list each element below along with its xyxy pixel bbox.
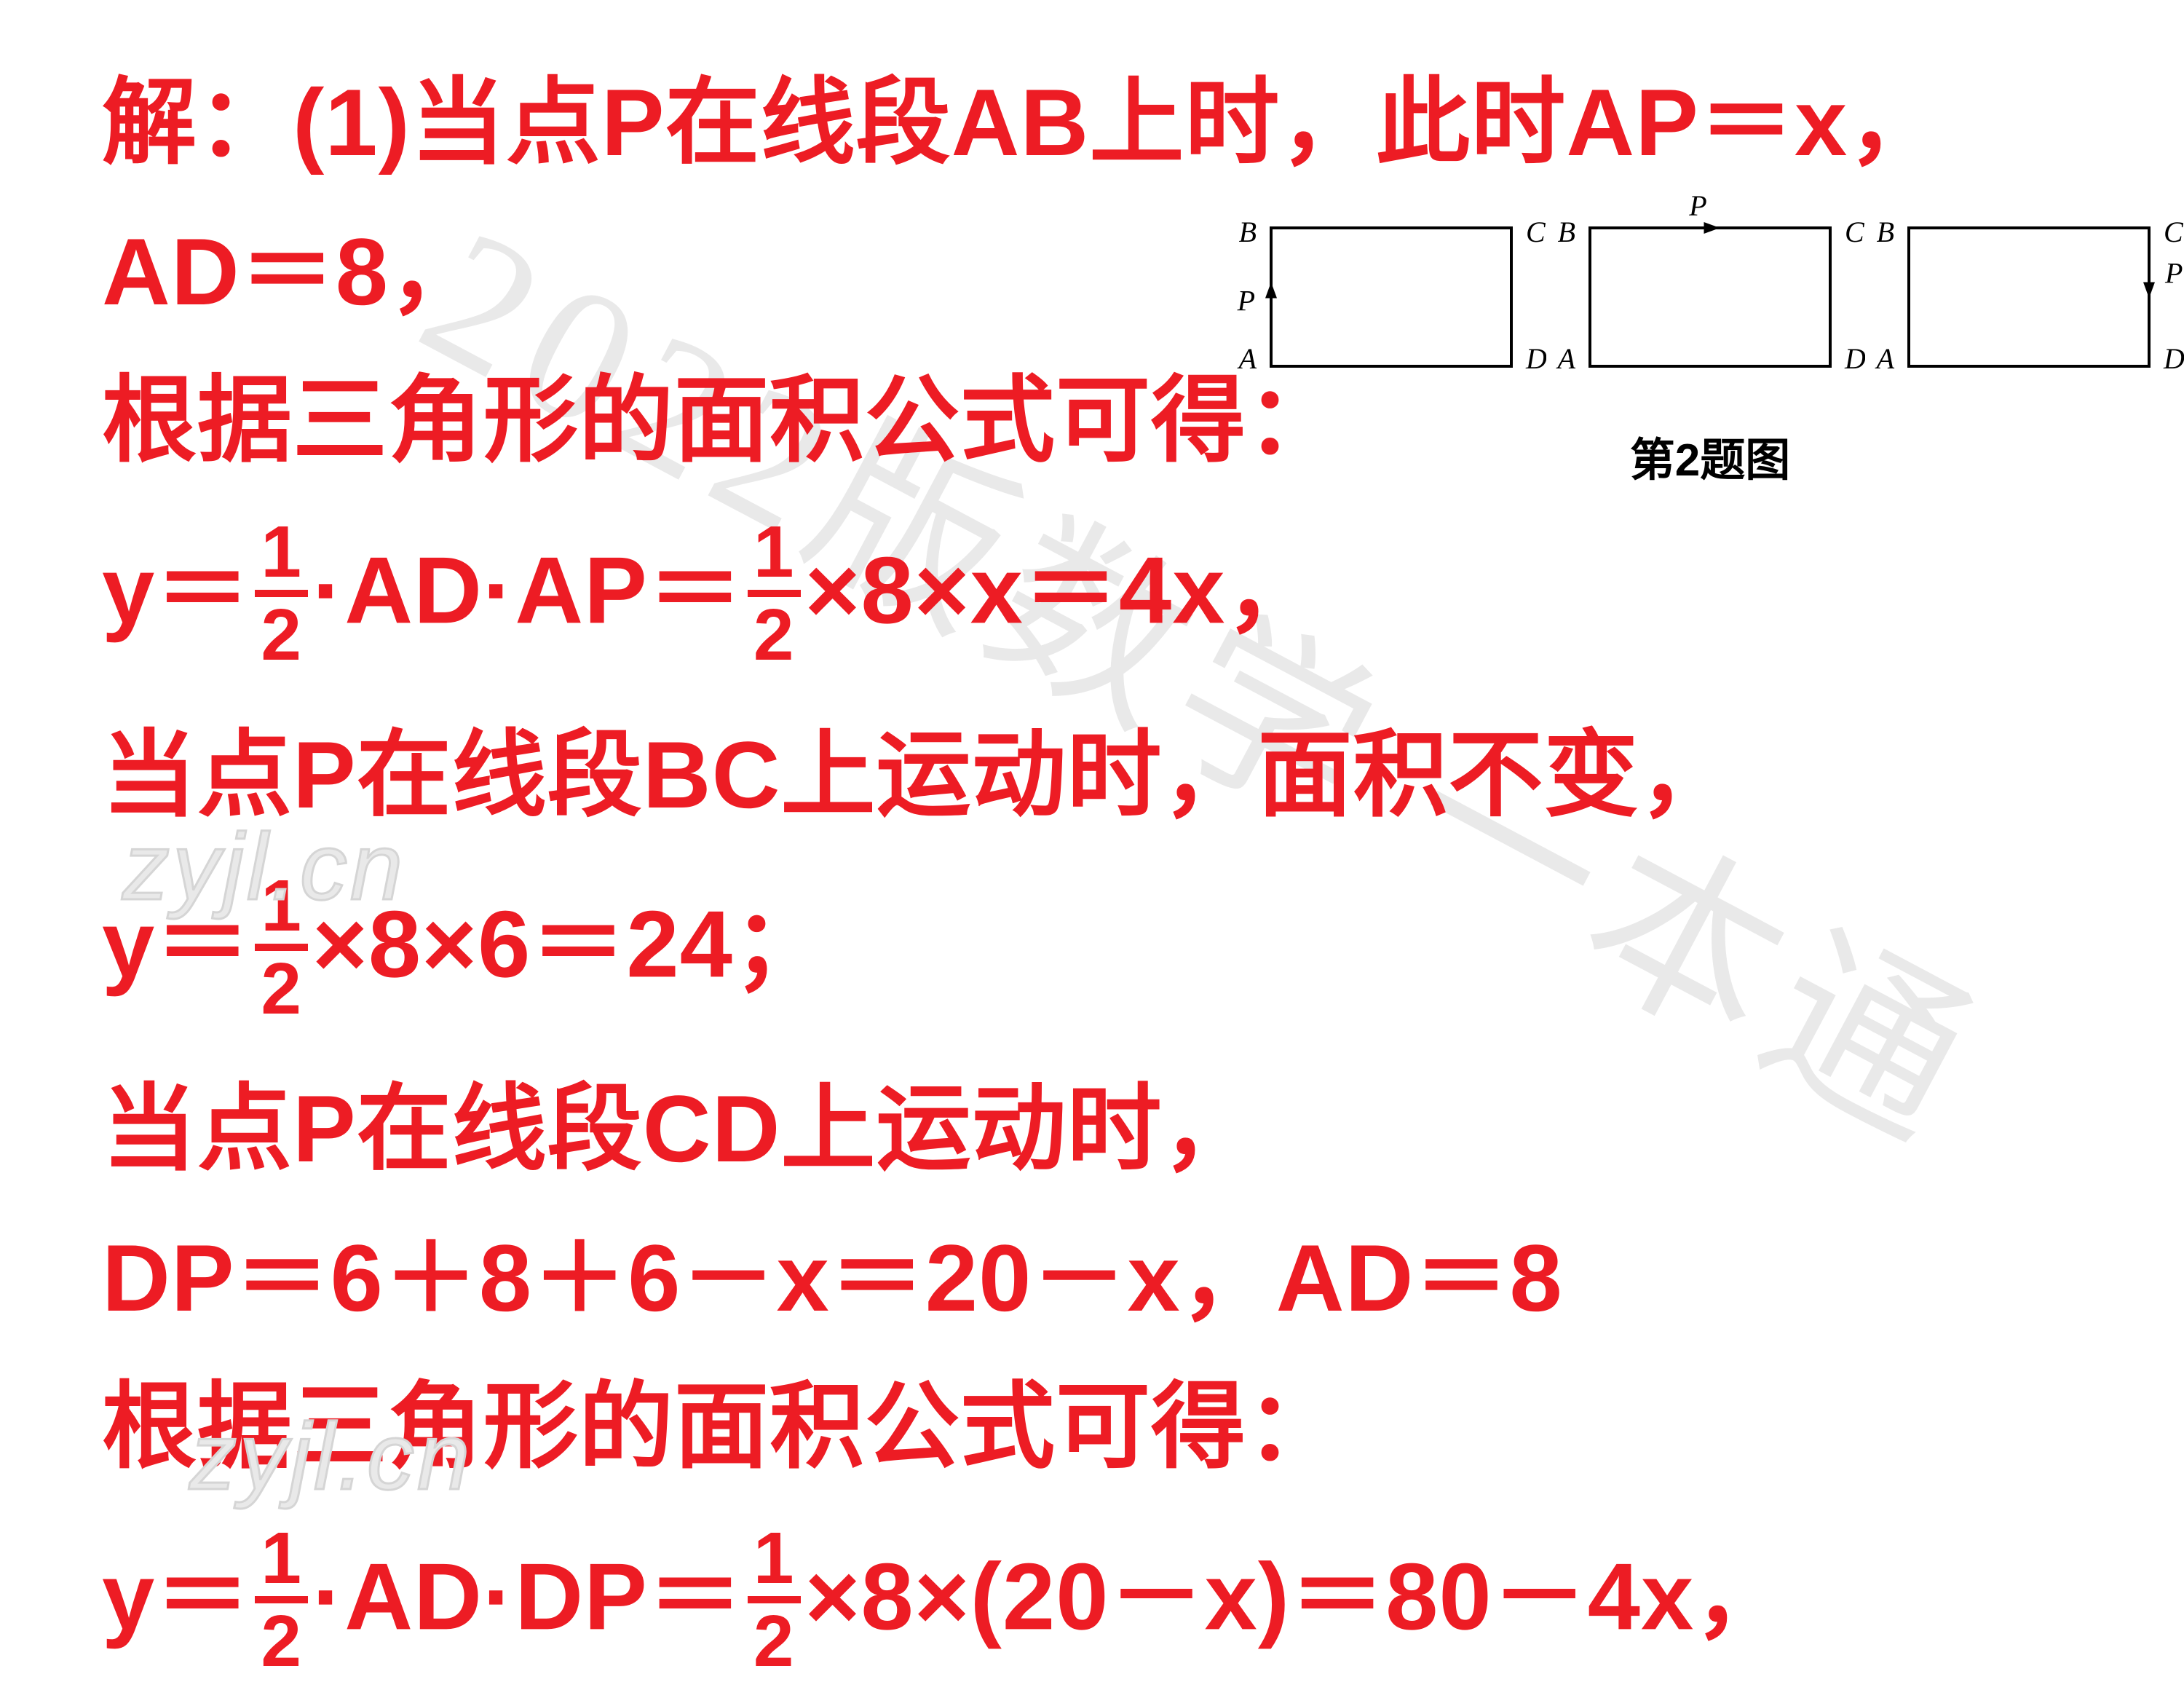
solution-line-1: 解：(1)当点P在线段AB上时，此时AP＝x， [102, 73, 2082, 173]
frac-den: 2 [748, 597, 801, 671]
frac-num: 1 [255, 1522, 308, 1603]
svg-text:P: P [2164, 257, 2183, 290]
frac-den: 2 [255, 597, 308, 671]
solution-line-3: 根据三角形的面积公式可得： [102, 371, 2082, 470]
l4-mid2: ×8×x＝4x， [805, 537, 1321, 643]
frac-den: 2 [748, 1603, 801, 1678]
fraction-half-5: 12 [748, 1522, 801, 1678]
svg-text:D: D [2163, 342, 2184, 375]
frac-den: 2 [255, 951, 308, 1025]
solution-line-2: AD＝8， [102, 222, 2082, 322]
frac-den: 2 [255, 1603, 308, 1678]
frac-num: 1 [255, 516, 308, 597]
solution-line-5: 当点P在线段BC上运动时，面积不变， [102, 725, 2082, 825]
fraction-half-2: 12 [748, 516, 801, 671]
frac-num: 1 [748, 516, 801, 597]
frac-num: 1 [748, 1522, 801, 1603]
l4-mid1: ·AD·AP＝ [312, 537, 743, 643]
watermark-zyjl-2: zyjl.cn [189, 1402, 472, 1511]
fraction-half-4: 12 [255, 1522, 308, 1678]
solution-line-8: DP＝6＋8＋6－x＝20－x，AD＝8 [102, 1228, 2082, 1328]
solution-line-4: y＝12·AD·AP＝12×8×x＝4x， [102, 520, 2082, 676]
l4-pre: y＝ [102, 537, 250, 643]
l10-mid1: ·AD·DP＝ [312, 1543, 743, 1649]
svg-text:C: C [2164, 216, 2184, 248]
solution-line-10: y＝12·AD·DP＝12×8×(20－x)＝80－4x， [102, 1526, 2082, 1682]
solution-line-7: 当点P在线段CD上运动时， [102, 1079, 2082, 1179]
l10-mid2: ×8×(20－x)＝80－4x， [805, 1543, 1790, 1649]
l10-pre: y＝ [102, 1543, 250, 1649]
watermark-zyjl-1: zyjl.cn [122, 812, 405, 921]
fraction-half-1: 12 [255, 516, 308, 671]
